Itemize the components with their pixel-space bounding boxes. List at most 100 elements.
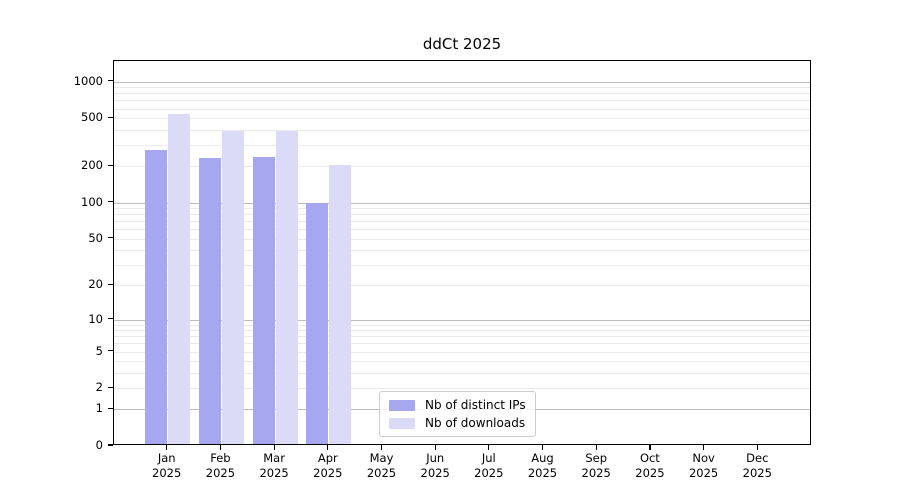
x-tick-year: 2025 [205, 466, 236, 480]
minor-gridline [114, 229, 810, 231]
x-tick-label: Feb 2025 [193, 451, 247, 481]
minor-gridline [114, 264, 810, 266]
bar-distinct-ips-feb [198, 158, 221, 444]
legend-label-distinct-ips: Nb of distinct IPs [425, 398, 526, 412]
legend-swatch-downloads [389, 417, 415, 429]
minor-gridline [114, 145, 810, 146]
x-tick-label: Apr 2025 [301, 451, 355, 481]
y-tick-mark [108, 164, 113, 166]
x-tick-year: 2025 [313, 466, 343, 480]
legend-item-downloads: Nb of downloads [389, 416, 526, 430]
y-tick-mark [108, 116, 113, 118]
minor-gridline [114, 330, 810, 332]
x-tick-year: 2025 [527, 466, 558, 480]
x-tick-mark [756, 445, 758, 450]
x-tick-label: Sep 2025 [569, 451, 623, 481]
x-tick-mark [541, 445, 544, 450]
x-tick-label: May 2025 [355, 451, 409, 481]
y-tick-mark [108, 80, 113, 82]
y-tick-label: 5 [95, 343, 103, 358]
x-tick-label: Jul 2025 [462, 451, 516, 481]
legend-item-distinct-ips: Nb of distinct IPs [389, 398, 526, 412]
x-tick-year: 2025 [152, 466, 182, 480]
major-gridline [114, 81, 810, 83]
x-tick-month: Oct [639, 451, 660, 465]
x-tick-year: 2025 [366, 466, 397, 480]
x-tick-mark [488, 445, 490, 450]
minor-gridline [114, 108, 810, 110]
bar-distinct-ips-jan [145, 149, 168, 444]
plot-area [113, 60, 811, 445]
y-tick-label: 2 [95, 380, 103, 395]
minor-gridline [114, 129, 810, 131]
minor-gridline [114, 87, 810, 89]
x-tick-month: Apr [317, 451, 338, 465]
bar-downloads-mar [275, 130, 298, 444]
y-tick-label: 1000 [73, 73, 103, 88]
y-tick-mark [108, 444, 113, 446]
legend: Nb of distinct IPs Nb of downloads [379, 391, 536, 437]
major-gridline [114, 202, 810, 204]
bar-downloads-feb [221, 130, 244, 444]
x-tick-month: Jun [426, 451, 445, 465]
x-tick-label: Oct 2025 [623, 451, 677, 481]
minor-gridline [114, 208, 810, 210]
x-tick-label: Dec 2025 [730, 451, 784, 481]
major-gridline [114, 319, 810, 321]
chart-title: ddCt 2025 [422, 35, 502, 53]
x-tick-mark [166, 445, 168, 450]
minor-gridline [114, 336, 810, 338]
x-tick-mark [649, 445, 651, 450]
x-tick-month: May [369, 451, 394, 465]
x-tick-year: 2025 [635, 466, 665, 480]
bar-distinct-ips-apr [306, 203, 329, 444]
x-tick-month: Mar [263, 451, 285, 465]
minor-gridline [114, 238, 810, 240]
y-tick-mark [108, 237, 113, 239]
minor-gridline [114, 388, 810, 390]
minor-gridline [114, 324, 810, 326]
x-tick-month: Jan [157, 451, 176, 465]
x-tick-mark [380, 445, 383, 450]
x-tick-year: 2025 [259, 466, 289, 480]
x-tick-label: Jan 2025 [140, 451, 194, 481]
y-tick-label: 200 [81, 158, 103, 173]
y-tick-mark [108, 349, 113, 352]
bar-downloads-jan [168, 114, 191, 444]
minor-gridline [114, 166, 810, 168]
minor-gridline [114, 361, 810, 363]
minor-gridline [114, 372, 810, 374]
minor-gridline [114, 118, 810, 120]
x-tick-year: 2025 [688, 466, 719, 480]
x-tick-label: Aug 2025 [516, 451, 570, 481]
x-tick-month: Feb [210, 451, 231, 465]
y-tick-label: 20 [88, 277, 103, 292]
minor-gridline [114, 250, 810, 252]
x-tick-month: Aug [531, 451, 554, 465]
x-tick-label: Jun 2025 [408, 451, 462, 481]
x-tick-month: Jul [481, 451, 496, 465]
y-tick-mark [108, 317, 113, 320]
x-tick-label: Nov 2025 [677, 451, 731, 481]
x-tick-label: Mar 2025 [247, 451, 301, 481]
minor-gridline [114, 285, 810, 287]
x-tick-month: Sep [585, 451, 608, 465]
y-tick-label: 500 [81, 110, 103, 125]
y-tick-mark [108, 283, 113, 286]
y-tick-label: 100 [81, 194, 103, 209]
y-tick-mark [108, 407, 113, 410]
x-tick-year: 2025 [742, 466, 772, 480]
bar-downloads-apr [329, 164, 352, 444]
minor-gridline [114, 343, 810, 345]
x-tick-mark [327, 445, 329, 450]
x-tick-mark [219, 445, 222, 450]
minor-gridline [114, 100, 810, 102]
y-tick-mark [108, 201, 113, 203]
x-tick-year: 2025 [474, 466, 504, 480]
legend-label-downloads: Nb of downloads [425, 416, 526, 430]
y-tick-label: 0 [95, 438, 103, 452]
x-tick-year: 2025 [420, 466, 450, 480]
legend-swatch-distinct-ips [389, 399, 415, 411]
minor-gridline [114, 351, 810, 353]
